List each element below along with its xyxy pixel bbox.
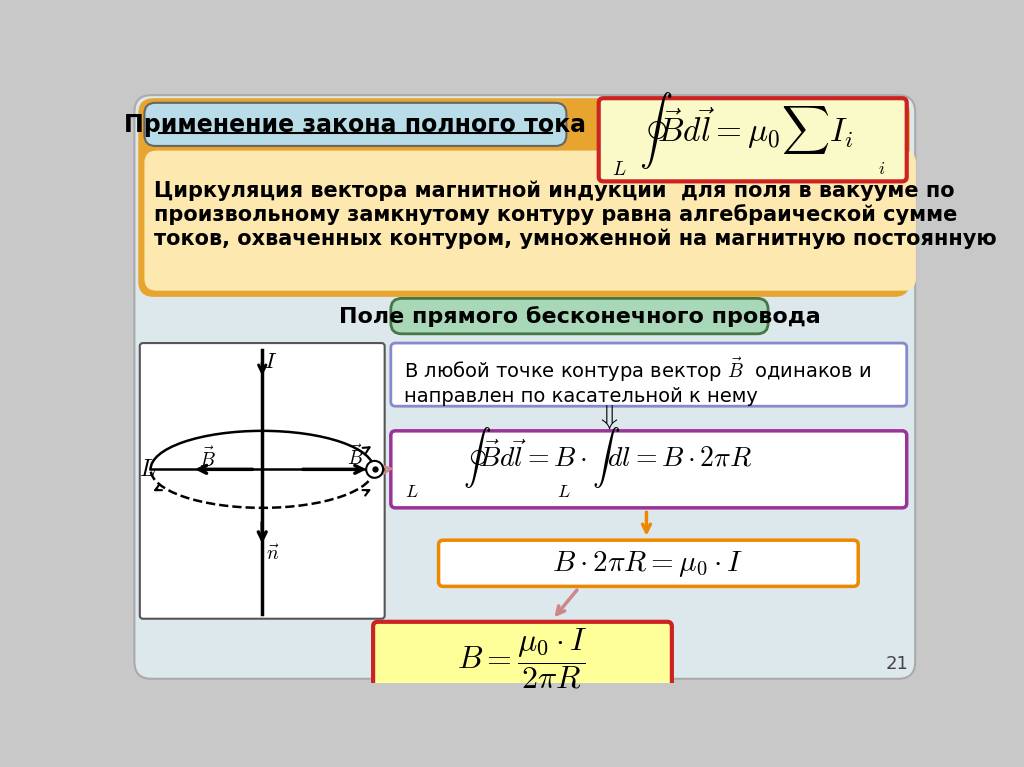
FancyBboxPatch shape: [391, 343, 906, 407]
FancyBboxPatch shape: [438, 540, 858, 587]
Text: $\oint \vec{B}d\vec{l} = \mu_0\sum I_i$: $\oint \vec{B}d\vec{l} = \mu_0\sum I_i$: [639, 90, 854, 171]
FancyBboxPatch shape: [134, 95, 915, 679]
Circle shape: [367, 461, 383, 478]
Text: $I$: $I$: [264, 351, 278, 371]
FancyBboxPatch shape: [391, 431, 906, 508]
Text: $L$: $L$: [612, 160, 627, 179]
Text: $\vec{n}$: $\vec{n}$: [266, 545, 280, 564]
Text: Применение закона полного тока: Применение закона полного тока: [124, 114, 587, 137]
Text: $\vec{B}$: $\vec{B}$: [200, 446, 216, 471]
FancyBboxPatch shape: [373, 622, 672, 695]
Text: Поле прямого бесконечного провода: Поле прямого бесконечного провода: [339, 306, 820, 328]
FancyBboxPatch shape: [144, 103, 566, 146]
FancyBboxPatch shape: [140, 343, 385, 619]
Text: $L$: $L$: [404, 483, 419, 502]
Text: $L$: $L$: [139, 457, 156, 482]
Text: Циркуляция вектора магнитной индукции  для поля в вакууме по
произвольному замкн: Циркуляция вектора магнитной индукции дл…: [154, 180, 996, 249]
Text: 21: 21: [886, 655, 908, 673]
FancyBboxPatch shape: [391, 298, 768, 334]
FancyBboxPatch shape: [599, 98, 906, 181]
FancyBboxPatch shape: [144, 150, 915, 291]
Text: $B = \dfrac{\mu_0 \cdot I}{2\pi R}$: $B = \dfrac{\mu_0 \cdot I}{2\pi R}$: [457, 627, 588, 691]
Text: $L$: $L$: [557, 483, 571, 502]
Text: $B \cdot 2\pi R = \mu_0 \cdot I$: $B \cdot 2\pi R = \mu_0 \cdot I$: [552, 549, 743, 579]
Text: $i$: $i$: [878, 160, 885, 178]
Text: $\Downarrow$: $\Downarrow$: [596, 403, 620, 431]
Text: $\oint\vec{B}d\vec{l} = B \cdot \int dl = B \cdot 2\pi R$: $\oint\vec{B}d\vec{l} = B \cdot \int dl …: [463, 425, 753, 490]
FancyBboxPatch shape: [138, 98, 909, 297]
Text: В любой точке контура вектор $\vec{B}$  одинаков и
направлен по касательной к не: В любой точке контура вектор $\vec{B}$ о…: [403, 355, 871, 406]
Text: $\vec{B}$: $\vec{B}$: [347, 445, 364, 469]
